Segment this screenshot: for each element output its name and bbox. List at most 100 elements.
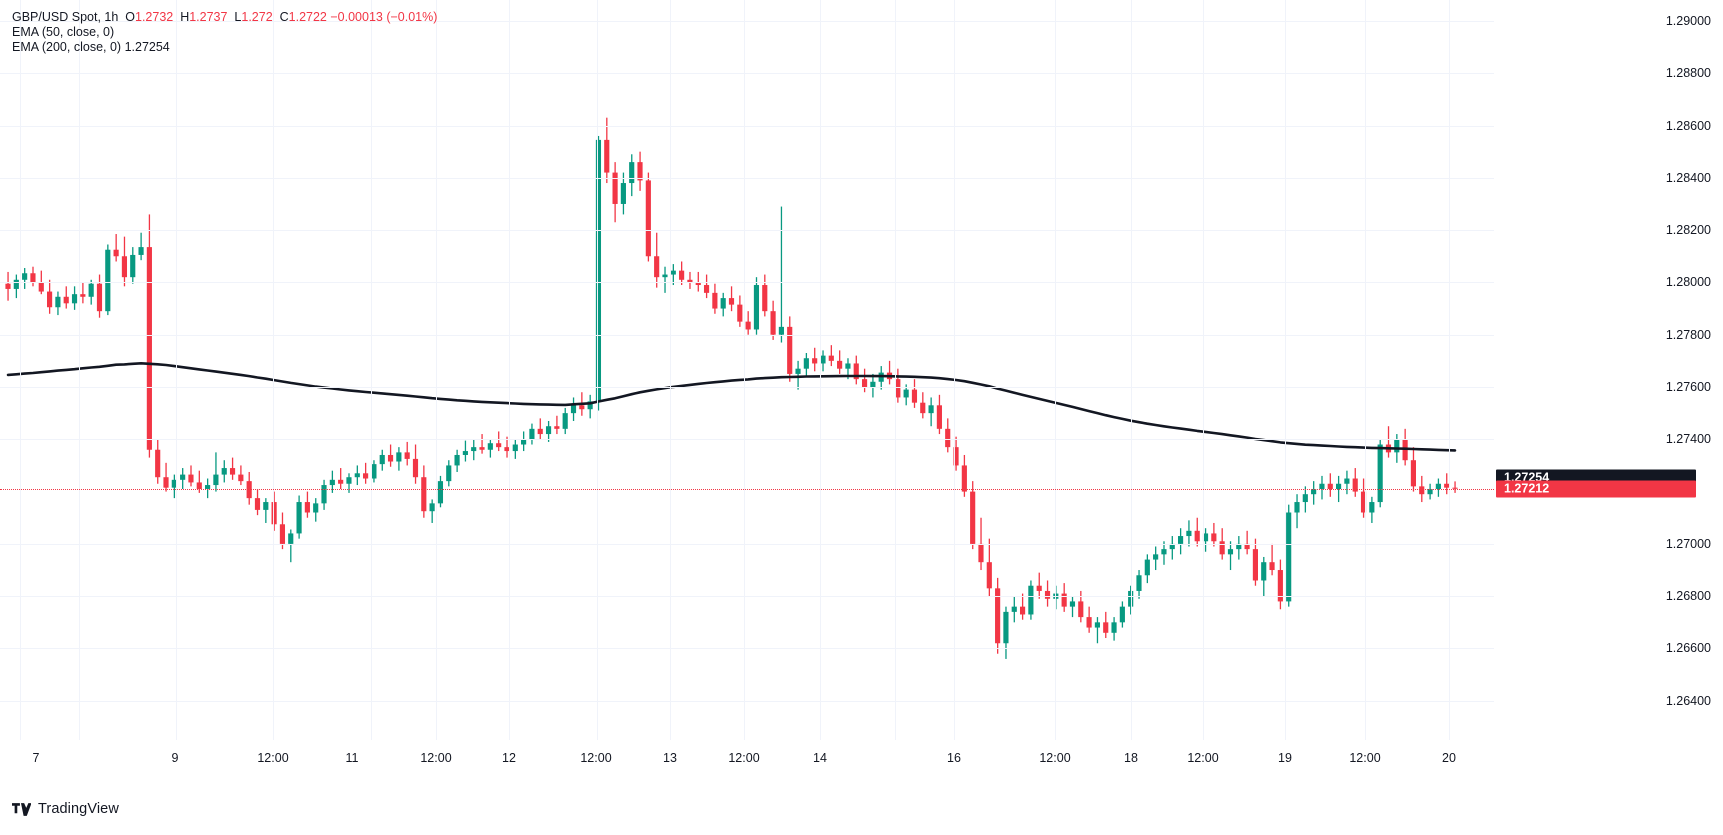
candle-body	[1111, 622, 1117, 633]
candle-body	[1061, 593, 1067, 607]
time-tick: 9	[171, 751, 179, 765]
candle-body	[911, 389, 918, 403]
low-label: L	[230, 10, 242, 24]
plot-area[interactable]	[0, 0, 1494, 740]
ema50-label: EMA (50, close, 0)	[12, 25, 115, 39]
price-tick: 1.28000	[1665, 275, 1711, 290]
candle-body	[1028, 585, 1034, 615]
last-price-label: 1.27212	[1496, 480, 1696, 497]
candle-body	[995, 588, 1001, 644]
legend-row-ema50[interactable]: EMA (50, close, 0)	[12, 25, 437, 40]
price-tick: 1.28800	[1665, 66, 1711, 81]
candle-body	[171, 479, 177, 488]
candle-body	[620, 183, 626, 204]
candle-body	[637, 162, 643, 181]
candle-wick	[265, 498, 267, 523]
time-axis[interactable]: 7 9 12:00 11 12:00 12 12:00 13 12:00 14 16 12:00 18 1…	[0, 740, 1723, 795]
candle-body	[1435, 483, 1441, 489]
candle-body	[1128, 590, 1134, 607]
candle-body	[753, 285, 760, 330]
candle-body	[1302, 494, 1308, 503]
candle-wick	[498, 431, 500, 452]
candle-wick	[697, 271, 699, 292]
candle-body	[446, 465, 452, 482]
symbol-title[interactable]: GBP/USD Spot, 1h	[12, 10, 119, 24]
candle-body	[47, 291, 53, 308]
gridline-horizontal	[0, 178, 1494, 179]
candle-wick	[340, 468, 342, 489]
candle-body	[961, 465, 967, 492]
candle-body	[271, 502, 277, 525]
candle-body	[1044, 590, 1051, 599]
candle-body	[1352, 478, 1358, 492]
legend-row-symbol[interactable]: GBP/USD Spot, 1h O1.2732 H1.2737 L1.272 …	[12, 10, 437, 25]
open-value: 1.2732	[135, 10, 174, 24]
candle-body	[1078, 601, 1084, 618]
candle-body	[737, 304, 743, 322]
candle-body	[346, 477, 352, 484]
candle-body	[1019, 606, 1026, 615]
candle-body	[429, 503, 435, 512]
candle-body	[55, 296, 61, 308]
gridline-vertical	[954, 0, 955, 740]
candle-body	[221, 468, 227, 475]
time-tick: 12:00	[1187, 751, 1219, 765]
candle-body	[587, 401, 593, 410]
candle-body	[1202, 533, 1209, 542]
candle-body	[329, 479, 335, 486]
candle-body	[612, 172, 618, 204]
candle-body	[1194, 530, 1200, 542]
time-tick: 16	[947, 751, 961, 765]
price-tick: 1.27600	[1665, 379, 1711, 394]
candle-wick	[82, 282, 84, 304]
ema200-line	[6, 361, 1457, 452]
gridline-horizontal	[0, 387, 1494, 388]
tradingview-branding[interactable]: TradingView	[12, 801, 119, 817]
candle-body	[113, 249, 119, 257]
gridline-vertical	[1203, 0, 1204, 740]
candle-body	[545, 426, 552, 435]
candle-body	[645, 180, 651, 257]
candle-body	[437, 481, 444, 504]
candle-wick	[1229, 541, 1232, 571]
candle-wick	[290, 529, 292, 563]
candle-body	[254, 498, 261, 510]
open-label: O	[121, 10, 135, 24]
candle-body	[1011, 606, 1017, 612]
candle-body	[63, 296, 69, 304]
price-tick: 1.28200	[1665, 223, 1711, 238]
candle-body	[196, 482, 202, 489]
gridline-horizontal	[0, 544, 1494, 545]
gridline-vertical	[820, 0, 821, 740]
candle-body	[1369, 502, 1375, 513]
candle-body	[687, 279, 693, 283]
candle-body	[712, 292, 718, 309]
candle-wick	[481, 434, 483, 454]
price-tick: 1.29000	[1665, 13, 1711, 28]
candle-wick	[1246, 530, 1248, 555]
time-tick: 12:00	[420, 751, 452, 765]
price-tick: 1.26800	[1665, 589, 1711, 604]
gridline-vertical	[273, 0, 274, 740]
time-tick: 19	[1278, 751, 1292, 765]
price-axis[interactable]: 1.29000 1.28800 1.28600 1.28400 1.28200 1.280…	[1494, 0, 1723, 760]
legend-row-ema200[interactable]: EMA (200, close, 0) 1.27254	[12, 40, 437, 55]
candle-body	[188, 474, 194, 483]
time-tick: 12:00	[728, 751, 760, 765]
last-price-line	[0, 488, 1494, 490]
chart-legend: GBP/USD Spot, 1h O1.2732 H1.2737 L1.272 …	[12, 10, 437, 55]
candle-body	[288, 533, 294, 544]
candle-body	[1269, 562, 1275, 571]
time-tick: 12	[502, 751, 516, 765]
candle-body	[80, 294, 86, 297]
candle-body	[1169, 543, 1175, 550]
candle-body	[1444, 483, 1450, 488]
candle-body	[1119, 606, 1125, 623]
candle-body	[180, 474, 186, 480]
candle-body	[1244, 543, 1250, 550]
candle-body	[313, 503, 319, 513]
candle-body	[363, 473, 369, 479]
candle-body	[903, 389, 909, 398]
candle-body	[812, 358, 818, 364]
